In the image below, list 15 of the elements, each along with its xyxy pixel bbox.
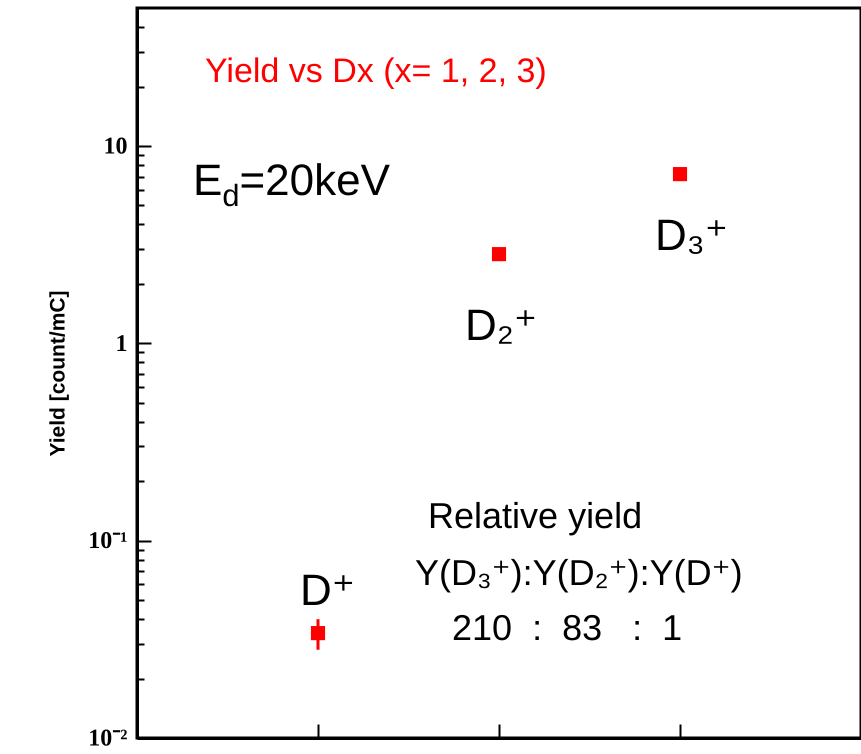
y-tick-label: 1 xyxy=(116,330,128,357)
annotation: D⁺ xyxy=(300,566,355,615)
text: Yield vs Dx (x= 1, 2, 3) xyxy=(205,52,547,90)
point xyxy=(672,167,688,182)
annotation: D₂⁺ xyxy=(465,301,538,350)
y-tick-label: 10⁻² xyxy=(88,726,128,752)
y-tick-label: 10 xyxy=(104,133,128,160)
y-axis-title: Yield [count/mC] xyxy=(46,290,70,457)
point xyxy=(310,626,326,640)
y-tick-label: 10⁻¹ xyxy=(88,528,128,554)
annotation: Relative yield xyxy=(428,495,642,536)
annotation: D₃⁺ xyxy=(655,211,728,260)
annotation: Y(D₃⁺):Y(D₂⁺):Y(D⁺) xyxy=(415,552,743,593)
annotation: 210 : 83 : 1 xyxy=(452,607,682,648)
point xyxy=(492,247,506,262)
